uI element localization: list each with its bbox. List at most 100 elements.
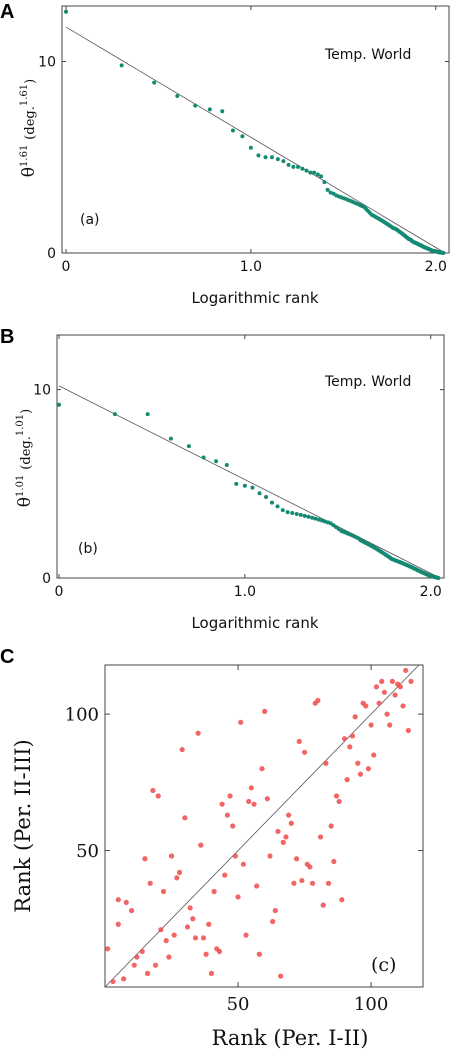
y-axis-label-a: θ1.61(deg.1.61): [19, 79, 39, 177]
data-point-b-19: [298, 512, 303, 517]
y-tick-label-c-1: 100: [65, 704, 99, 725]
data-point-c-101: [384, 711, 390, 717]
marks-c: 50 100 50 100: [65, 664, 423, 1015]
data-point-c-19: [166, 954, 172, 960]
data-point-c-43: [230, 823, 236, 829]
data-point-c-44: [232, 853, 238, 859]
data-point-c-83: [336, 798, 342, 805]
data-point-c-89: [352, 714, 358, 720]
data-point-c-13: [150, 787, 156, 794]
x-tick-label-a-2: 2.0: [425, 259, 447, 275]
data-point-c-4: [121, 976, 127, 982]
data-point-c-72: [307, 864, 313, 870]
x-tick-label-b-1: 1.0: [234, 584, 256, 600]
data-point-a-22: [315, 172, 320, 177]
data-point-c-53: [256, 951, 262, 957]
data-point-c-62: [280, 839, 286, 845]
data-point-c-107: [400, 703, 406, 709]
data-point-a-109: [441, 251, 446, 255]
data-point-b-17: [290, 511, 295, 516]
data-point-b-24: [316, 517, 321, 522]
y-axis-label-c: Rank (Per. II-III): [11, 739, 35, 912]
x-tick-label-b-2: 2.0: [420, 584, 442, 600]
data-point-c-7: [131, 962, 137, 968]
panel-label-b: B: [0, 326, 14, 348]
data-point-a-5: [207, 107, 212, 112]
fit-line-c: [104, 664, 420, 988]
data-point-c-73: [309, 880, 316, 886]
data-point-b-0: [57, 402, 61, 407]
data-point-c-82: [333, 793, 340, 799]
x-tick-label-a-0: 0: [62, 259, 71, 275]
data-point-c-10: [142, 856, 148, 862]
data-point-c-23: [176, 869, 183, 875]
marks-b: 0 1.0 2.0 0 10: [33, 335, 444, 600]
data-point-b-15: [280, 508, 285, 513]
data-point-c-57: [267, 853, 273, 859]
data-point-b-16: [285, 510, 290, 515]
data-point-c-9: [139, 948, 145, 955]
data-point-a-20: [308, 170, 313, 175]
x-tick-label-c-1: 100: [354, 994, 388, 1015]
data-point-c-56: [264, 796, 270, 802]
data-point-b-7: [224, 462, 229, 467]
data-point-c-70: [301, 749, 308, 755]
data-point-a-3: [175, 93, 180, 98]
data-point-c-84: [339, 897, 345, 903]
data-point-b-12: [264, 495, 269, 499]
x-tick-label-c-0: 50: [227, 994, 250, 1015]
data-point-c-93: [363, 703, 369, 709]
panel-a: A 0 1.0 2.0 0 10 Temp. World (a) Logarithmic…: [0, 1, 450, 307]
data-point-c-3: [115, 897, 121, 903]
data-point-c-42: [227, 793, 233, 799]
data-point-c-11: [144, 970, 151, 976]
plot-frame-b: [56, 334, 445, 579]
data-point-c-40: [222, 872, 228, 878]
data-point-a-19: [304, 168, 309, 173]
data-point-c-69: [299, 877, 305, 884]
x-axis-label-b: Logarithmic rank: [191, 614, 318, 632]
y-tick-label-b-1: 10: [33, 383, 51, 399]
data-point-a-17: [296, 164, 301, 169]
data-point-c-8: [134, 954, 140, 960]
data-point-b-20: [302, 513, 307, 518]
plot-frame-a: [61, 5, 450, 254]
data-point-c-24: [179, 746, 185, 753]
data-point-c-12: [147, 880, 153, 886]
data-point-c-17: [160, 888, 167, 895]
panel-b: B 0 1.0 2.0 0 10 Temp. World (b) Logarithmic…: [0, 326, 445, 632]
data-point-c-98: [376, 700, 382, 706]
data-point-c-46: [238, 719, 244, 725]
data-point-c-106: [397, 684, 403, 690]
annotation-b: Temp. World: [324, 374, 411, 390]
data-point-a-13: [275, 157, 280, 162]
data-point-c-41: [224, 812, 231, 818]
x-tick-label-a-1: 1.0: [240, 259, 262, 275]
annotation-a: Temp. World: [324, 47, 411, 63]
data-point-c-96: [371, 752, 377, 758]
data-point-a-15: [286, 162, 291, 167]
data-point-c-15: [155, 793, 161, 799]
data-point-b-14: [275, 504, 280, 509]
data-point-c-60: [275, 828, 281, 835]
data-point-b-2: [145, 412, 150, 417]
data-point-c-97: [373, 684, 380, 690]
data-point-c-59: [272, 907, 278, 914]
data-point-c-108: [403, 667, 409, 674]
data-point-c-29: [192, 935, 199, 941]
data-point-b-3: [168, 436, 173, 441]
y-axis-label-b: θ1.01(deg.1.01): [15, 409, 35, 507]
data-point-c-88: [349, 733, 356, 739]
data-point-a-6: [220, 109, 225, 114]
panel-label-c: C: [0, 646, 14, 668]
x-axis-label-a: Logarithmic rank: [191, 289, 318, 307]
data-point-a-0: [64, 9, 68, 14]
data-point-a-18: [300, 166, 305, 171]
y-tick-label-a-1: 10: [38, 54, 56, 70]
data-point-b-6: [214, 459, 219, 464]
data-point-c-47: [240, 861, 246, 867]
data-point-b-13: [269, 500, 274, 505]
data-point-c-52: [254, 883, 260, 889]
data-point-c-36: [211, 888, 217, 895]
data-point-a-21: [312, 170, 317, 175]
